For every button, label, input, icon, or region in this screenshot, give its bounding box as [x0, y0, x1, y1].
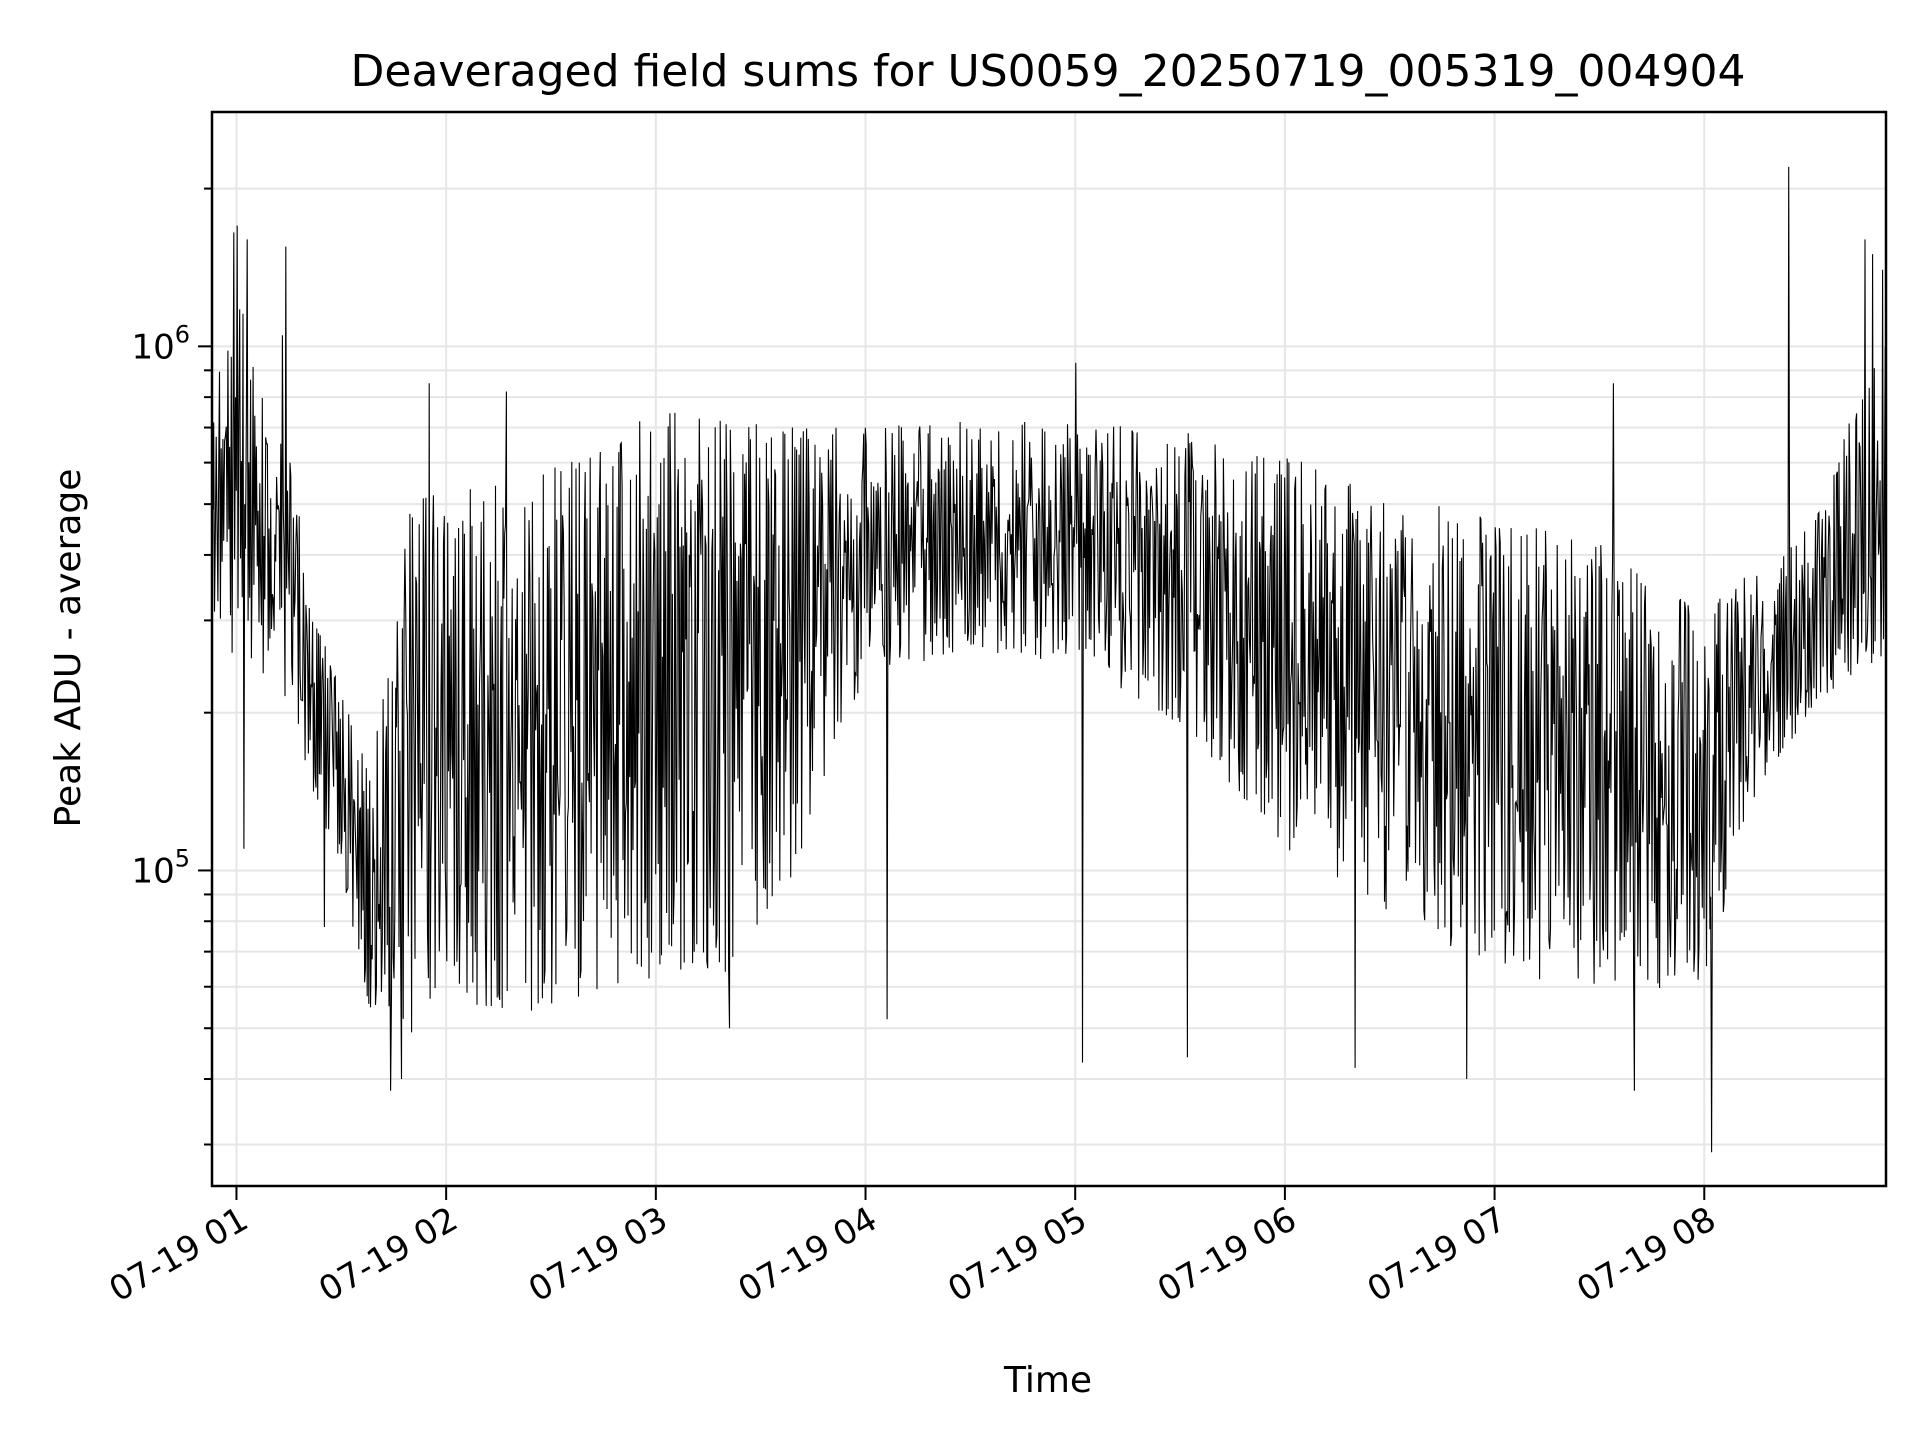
y-tick-label: 105: [131, 844, 190, 891]
series-line: [212, 166, 1886, 1153]
y-tick-label: 106: [131, 320, 190, 367]
chart-title: Deaveraged field sums for US0059_2025071…: [351, 46, 1746, 97]
plot-frame: [210, 110, 1888, 1188]
y-axis: 105 106: [131, 187, 212, 1146]
plot-area: [212, 166, 1886, 1153]
x-axis-label: Time: [1003, 1360, 1092, 1401]
y-axis-label: Peak ADU - average: [48, 469, 89, 828]
